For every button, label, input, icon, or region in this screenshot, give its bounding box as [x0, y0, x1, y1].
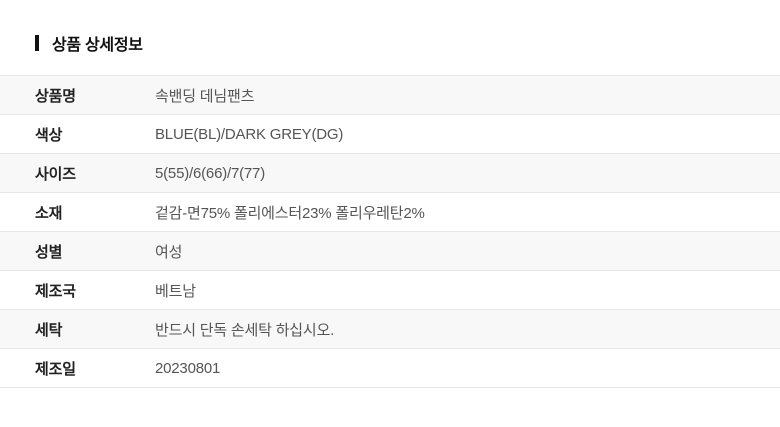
- row-label: 색상: [35, 126, 63, 144]
- row-label-cell: 세탁: [0, 319, 155, 340]
- table-row-country: 제조국 베트남: [0, 271, 780, 310]
- row-value: 5(55)/6(66)/7(77): [155, 164, 265, 182]
- row-label-cell: 성별: [0, 241, 155, 262]
- section-title: 상품 상세정보: [52, 37, 143, 54]
- row-value: 반드시 단독 손세탁 하십시오.: [155, 321, 335, 339]
- table-row-color: 색상 BLUE(BL)/DARK GREY(DG): [0, 115, 780, 154]
- row-value: 여성: [155, 243, 183, 261]
- row-label: 제조일: [35, 360, 76, 378]
- row-value: 20230801: [155, 359, 221, 377]
- table-row-material: 소재 겉감-면75% 폴리에스터23% 폴리우레탄2%: [0, 193, 780, 232]
- table-row-washing: 세탁 반드시 단독 손세탁 하십시오.: [0, 310, 780, 349]
- table-row-product-name: 상품명 속밴딩 데님팬츠: [0, 76, 780, 115]
- section-header: 상품 상세정보: [0, 0, 780, 54]
- row-label: 소재: [35, 204, 63, 222]
- table-row-size: 사이즈 5(55)/6(66)/7(77): [0, 154, 780, 193]
- row-value: 속밴딩 데님팬츠: [155, 87, 255, 105]
- row-label-cell: 상품명: [0, 85, 155, 106]
- row-label: 사이즈: [35, 165, 76, 183]
- title-accent-bar-icon: [35, 35, 39, 51]
- row-label-cell: 소재: [0, 202, 155, 223]
- row-label: 제조국: [35, 282, 76, 300]
- row-label-cell: 색상: [0, 124, 155, 145]
- row-label: 세탁: [35, 321, 63, 339]
- row-value: 베트남: [155, 282, 196, 300]
- product-info-table: 상품명 속밴딩 데님팬츠 색상 BLUE(BL)/DARK GREY(DG) 사…: [0, 75, 780, 388]
- row-label: 상품명: [35, 87, 76, 105]
- table-row-gender: 성별 여성: [0, 232, 780, 271]
- table-row-manufacture-date: 제조일 20230801: [0, 349, 780, 388]
- row-label-cell: 사이즈: [0, 163, 155, 184]
- row-label: 성별: [35, 243, 63, 261]
- row-label-cell: 제조국: [0, 280, 155, 301]
- row-value: 겉감-면75% 폴리에스터23% 폴리우레탄2%: [155, 204, 425, 222]
- row-value: BLUE(BL)/DARK GREY(DG): [155, 125, 344, 143]
- row-label-cell: 제조일: [0, 358, 155, 379]
